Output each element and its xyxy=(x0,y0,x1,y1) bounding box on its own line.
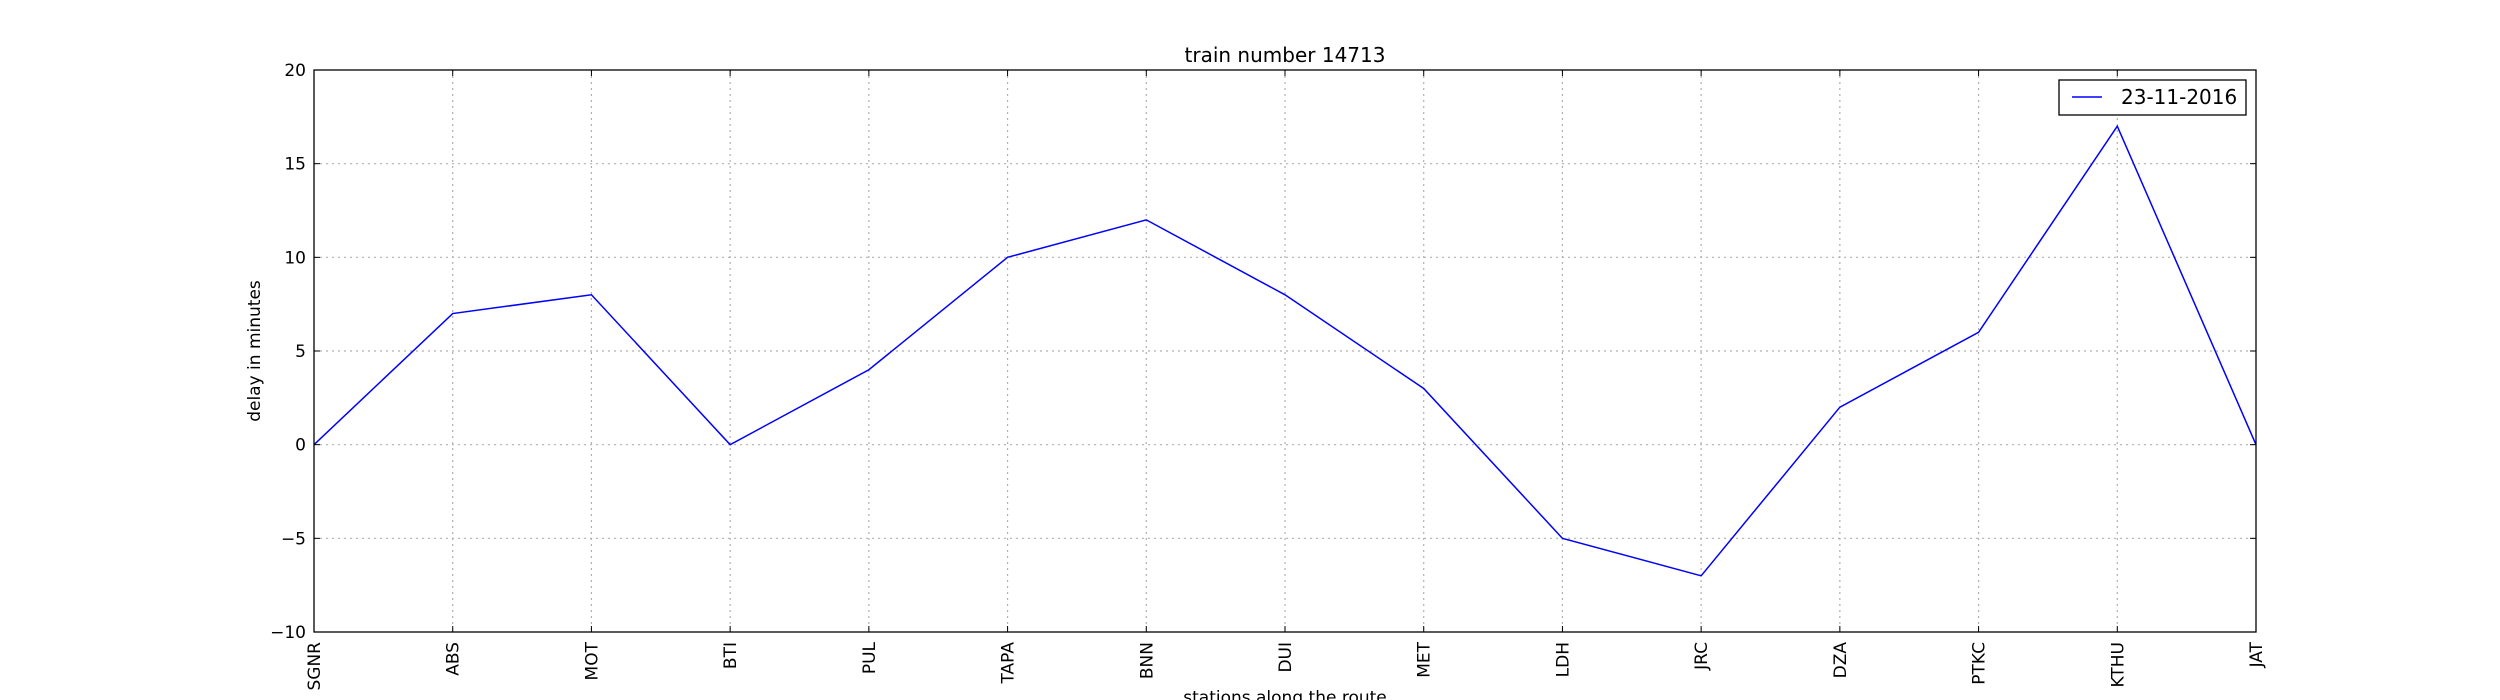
x-tick-label: PUL xyxy=(860,641,880,674)
legend-label: 23-11-2016 xyxy=(2121,85,2237,109)
x-axis-label: stations along the route xyxy=(1183,688,1387,700)
y-axis-label: delay in minutes xyxy=(245,280,265,422)
y-tick-label: 15 xyxy=(284,155,306,175)
y-tick-label: −10 xyxy=(270,623,306,643)
ticks xyxy=(313,69,2257,633)
x-tick-label: MOT xyxy=(582,641,602,680)
y-tick-labels: −10 −5 0 5 10 15 20 xyxy=(270,61,306,643)
x-tick-label: DZA xyxy=(1831,642,1851,679)
x-tick-label: JAT xyxy=(2247,641,2267,668)
y-tick-label: 10 xyxy=(284,248,306,268)
x-tick-label: KTHU xyxy=(2108,642,2128,687)
x-tick-label: LDH xyxy=(1553,642,1573,677)
x-tick-label: BTI xyxy=(721,642,741,669)
x-tick-label: ABS xyxy=(444,642,464,676)
y-tick-label: 5 xyxy=(295,342,306,362)
y-tick-label: −5 xyxy=(281,529,306,549)
x-tick-label: SGNR xyxy=(305,642,325,691)
x-tick-label: BNN xyxy=(1137,642,1157,679)
grid xyxy=(314,70,2256,632)
y-tick-label: 20 xyxy=(284,61,306,81)
x-tick-label: TAPA xyxy=(999,642,1019,685)
chart-title: train number 14713 xyxy=(1185,43,1386,67)
y-tick-label: 0 xyxy=(295,436,306,456)
x-tick-label: DUI xyxy=(1276,642,1296,673)
x-tick-label: PTKC xyxy=(1970,642,1990,685)
legend: 23-11-2016 xyxy=(2058,79,2247,116)
x-tick-label: MET xyxy=(1415,641,1435,677)
x-tick-labels: SGNR ABS MOT BTI PUL TAPA BNN DUI MET LDH JRC DZA PT… xyxy=(305,641,2267,690)
series-group xyxy=(313,124,2257,577)
x-tick-label: JRC xyxy=(1692,642,1712,671)
